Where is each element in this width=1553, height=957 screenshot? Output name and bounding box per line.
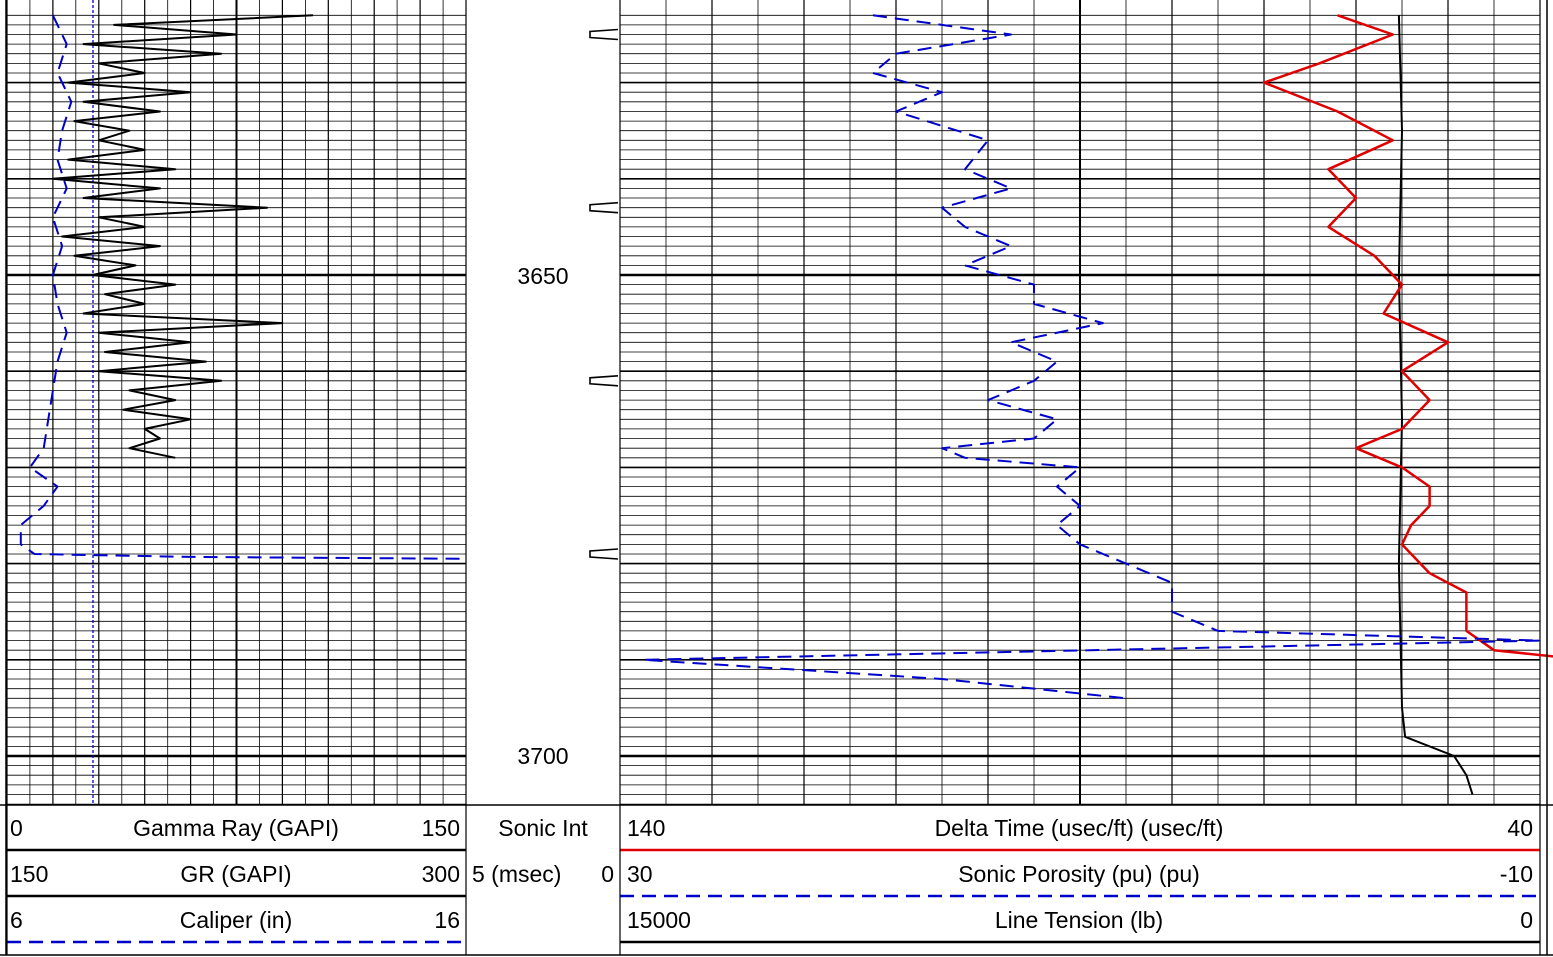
- caliper-curve: [19, 14, 467, 560]
- delta-time-curve: [1262, 14, 1553, 658]
- sonic-int-unit: 5 (msec): [472, 861, 561, 887]
- gamma-ray-min: 0: [10, 815, 23, 841]
- sonic-int-max: 0: [601, 861, 614, 887]
- depth-label-3700: 3700: [517, 743, 568, 769]
- sonic-porosity-min: 30: [627, 861, 653, 887]
- sonic-porosity-label: Sonic Porosity (pu) (pu): [958, 861, 1200, 887]
- gr-min: 150: [10, 861, 48, 887]
- delta-time-label: Delta Time (usec/ft) (usec/ft): [935, 815, 1224, 841]
- curves-layer: [19, 0, 1553, 805]
- depth-track: 3650 3700: [517, 28, 619, 769]
- sonic-int-label: Sonic Int: [498, 815, 588, 841]
- sonic-porosity-max: -10: [1500, 861, 1533, 887]
- integration-tick: [589, 28, 619, 41]
- delta-time-min: 140: [627, 815, 665, 841]
- integration-tick: [589, 375, 619, 387]
- line-tension-label: Line Tension (lb): [995, 907, 1163, 933]
- caliper-label: Caliper (in): [180, 907, 292, 933]
- gamma-ray-label: Gamma Ray (GAPI): [133, 815, 339, 841]
- depth-label-3650: 3650: [517, 263, 568, 289]
- gr-max: 300: [422, 861, 460, 887]
- integration-tick: [589, 201, 619, 214]
- sonic-porosity-curve: [642, 14, 1541, 700]
- gamma-ray-curve: [51, 14, 314, 459]
- track-1-grid: [6, 0, 467, 805]
- caliper-min: 6: [10, 907, 23, 933]
- integration-tick: [589, 548, 619, 560]
- delta-time-max: 40: [1507, 815, 1533, 841]
- track-2-grid: [619, 0, 1541, 805]
- gr-label: GR (GAPI): [180, 861, 291, 887]
- gamma-ray-max: 150: [422, 815, 460, 841]
- line-tension-max: 0: [1520, 907, 1533, 933]
- line-tension-min: 15000: [627, 907, 691, 933]
- caliper-max: 16: [434, 907, 460, 933]
